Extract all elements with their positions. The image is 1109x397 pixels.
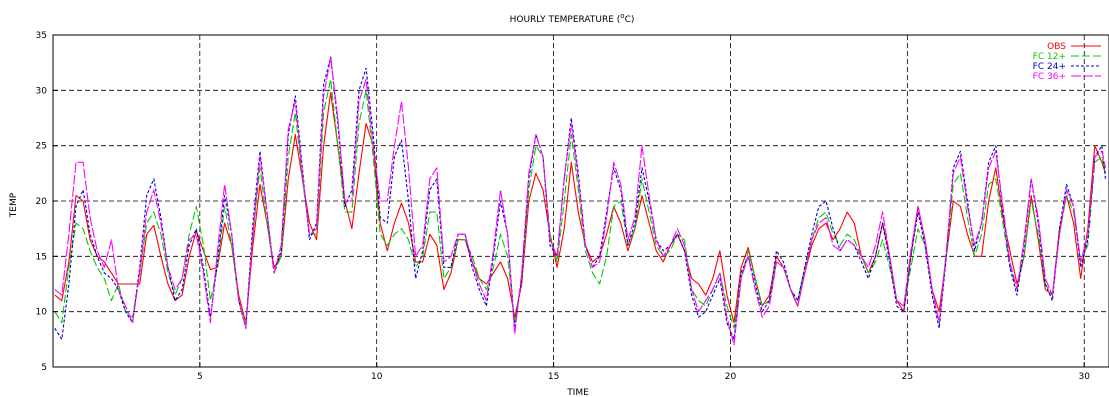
- x-tick-label: 5: [197, 372, 203, 382]
- series-line-3: [54, 56, 1107, 346]
- legend-label: FC 12+: [1033, 52, 1066, 62]
- x-tick-label: 30: [1079, 372, 1091, 382]
- x-tick-label: 20: [725, 372, 737, 382]
- x-tick-label: 10: [371, 372, 383, 382]
- x-axis-label: TIME: [566, 388, 589, 397]
- x-tick-label: 25: [902, 372, 913, 382]
- y-tick-label: 15: [36, 252, 47, 262]
- legend-label: FC 24+: [1033, 62, 1066, 72]
- y-tick-label: 5: [41, 363, 47, 373]
- y-tick-label: 30: [36, 86, 48, 96]
- axis-ticks: 5 10 15 20 25 30 35 5 10 15 20 25 30: [36, 31, 1091, 382]
- legend-label: FC 36+: [1033, 72, 1066, 82]
- x-tick-label: 15: [548, 372, 559, 382]
- y-tick-label: 35: [36, 31, 47, 41]
- y-tick-label: 25: [36, 142, 47, 152]
- legend-label: OBS: [1047, 42, 1066, 52]
- y-tick-label: 20: [36, 197, 48, 207]
- series-line-1: [54, 78, 1107, 329]
- series-lines: [54, 56, 1107, 346]
- chart-title: HOURLY TEMPERATURE (oC): [510, 12, 635, 25]
- y-tick-label: 10: [36, 308, 48, 318]
- y-axis-label: TEMP: [9, 192, 19, 218]
